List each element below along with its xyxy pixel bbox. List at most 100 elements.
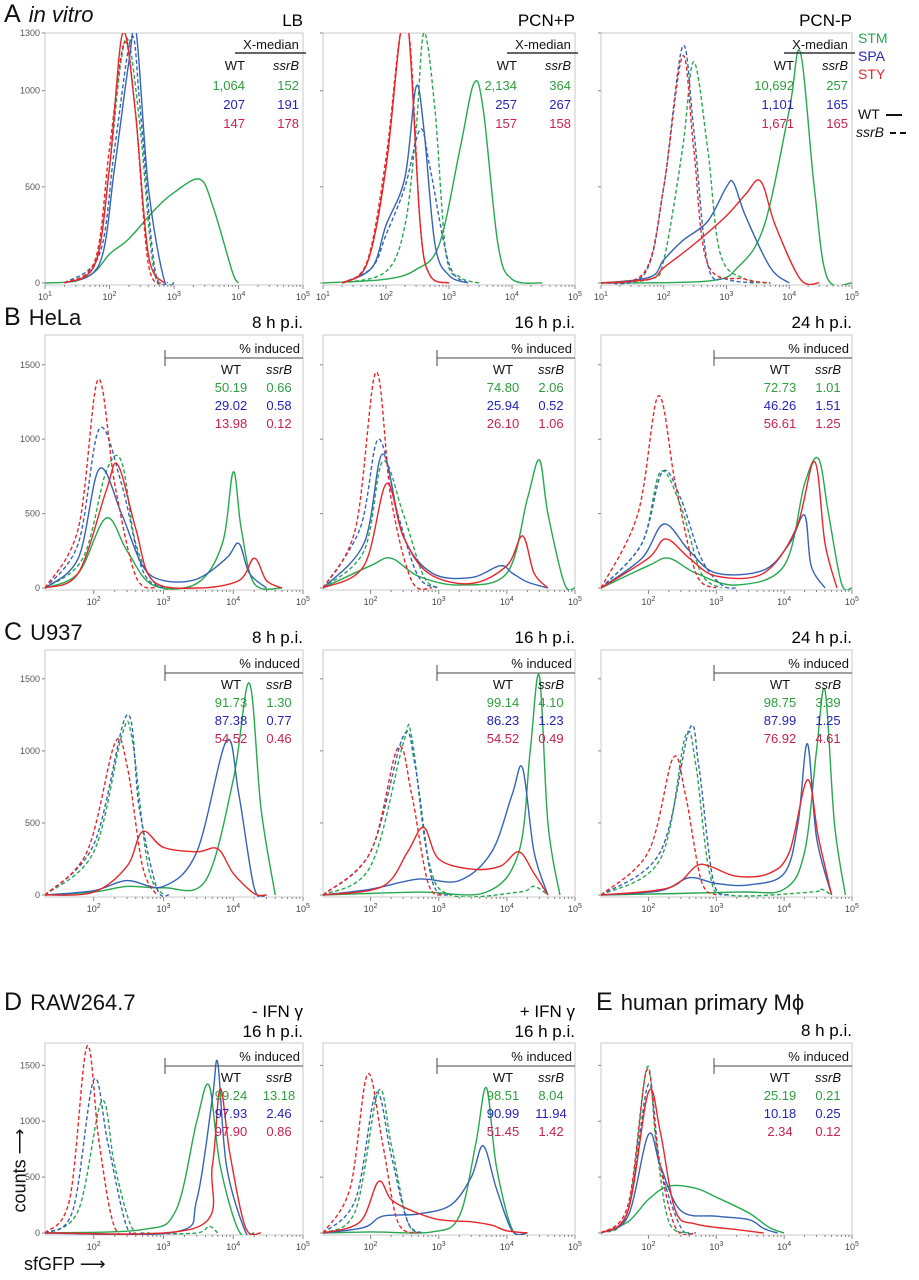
y-tick-label: 0: [35, 583, 40, 593]
table-header: X-median: [515, 37, 571, 52]
panel-a-2: 101 102 103 104 105 PCN+P X-median WT ssrB 2,134 3…: [316, 11, 582, 302]
value-wt: 147: [223, 116, 245, 131]
value-ssrb: 191: [277, 97, 299, 112]
histogram-spa-wt: [64, 33, 175, 285]
value-wt: 98.75: [764, 695, 797, 710]
x-tick-label: 105: [296, 291, 310, 302]
panel-b-1: 0 500 1000 1500 102 103 104 105 8 h p.i. % induce…: [20, 313, 310, 607]
legend-stm: STM: [858, 30, 888, 46]
x-tick-label: 101: [594, 291, 608, 302]
col-header-wt: WT: [221, 362, 241, 377]
histogram-stm-ssrb: [601, 470, 723, 589]
histogram-sty-wt: [323, 483, 549, 589]
y-tick-label: 1500: [20, 1060, 40, 1070]
col-header-ssrb: ssrB: [266, 362, 292, 377]
table-header: X-median: [243, 37, 299, 52]
col-header-wt: WT: [493, 677, 513, 692]
histogram-spa-wt: [341, 84, 469, 284]
col-header-wt: WT: [221, 677, 241, 692]
histogram-stm-wt: [45, 1083, 255, 1235]
value-wt: 87.38: [215, 713, 248, 728]
col-header-ssrb: ssrB: [538, 362, 564, 377]
value-ssrb: 1.30: [266, 695, 291, 710]
value-wt: 2,134: [484, 78, 517, 93]
panel-letter-e: E: [596, 988, 613, 1016]
series-group: [45, 33, 240, 285]
table-header: % induced: [239, 1049, 300, 1064]
col-header-ssrb: ssrB: [815, 677, 841, 692]
table-header: % induced: [788, 656, 849, 671]
panel-b-2: 102 103 104 105 16 h p.i. % induced WT ssrB 74.8…: [320, 313, 582, 607]
col-header-wt: WT: [770, 362, 790, 377]
value-ssrb: 1.23: [538, 713, 563, 728]
stats-table: % induced WT ssrB 98.75 3.39 87.99 1.25 76.92 4.…: [713, 656, 852, 746]
histogram-sty-ssrb: [323, 745, 445, 896]
histogram-sty-ssrb: [45, 1045, 136, 1235]
value-ssrb: 13.18: [263, 1088, 296, 1103]
col-header-wt: WT: [770, 1070, 790, 1085]
table-header: % induced: [511, 656, 572, 671]
x-tick-label: 105: [845, 596, 859, 607]
panel-c-3: 102 103 104 105 24 h p.i. % induced WT ssrB 98.7…: [598, 628, 859, 914]
histogram-sty-wt: [341, 33, 450, 284]
value-wt: 1,064: [212, 78, 245, 93]
condition-label: LB: [282, 11, 303, 30]
value-ssrb: 364: [549, 78, 571, 93]
histogram-spa-ssrb: [45, 426, 164, 589]
panel-d-2: 102 103 104 105 + IFN γ16 h p.i. % induced WT s…: [320, 1002, 582, 1252]
histogram-sty-ssrb: [323, 1073, 419, 1234]
y-tick-label: 1300: [20, 28, 40, 38]
legend-ssrb-label: ssrB: [856, 124, 884, 140]
histogram-sty-wt: [45, 462, 283, 589]
histogram-stm-wt: [601, 1184, 785, 1234]
value-ssrb: 1.01: [815, 380, 840, 395]
histogram-stm-wt: [601, 687, 847, 896]
value-wt: 26.10: [487, 416, 520, 431]
value-wt: 56.61: [764, 416, 797, 431]
value-wt: 98.51: [487, 1088, 520, 1103]
stats-table: % induced WT ssrB 99.24 13.18 97.93 2.46 97.90 0…: [164, 1049, 303, 1139]
histogram-sty-ssrb: [45, 378, 158, 589]
plot-frame: [322, 334, 576, 591]
histogram-stm-wt: [601, 456, 852, 590]
stats-table: % induced WT ssrB 98.51 8.04 90.99 11.94 51.45 1…: [436, 1049, 575, 1139]
row-c-title: C U937: [4, 618, 83, 647]
x-tick-label: 102: [641, 596, 655, 607]
value-ssrb: 0.66: [266, 380, 291, 395]
col-header-wt: WT: [493, 362, 513, 377]
value-ssrb: 0.52: [538, 398, 563, 413]
histogram-stm-ssrb: [45, 1099, 219, 1235]
histogram-sty-ssrb: [341, 33, 450, 284]
legend-wt: WT: [858, 106, 902, 122]
col-header-ssrb: ssrB: [545, 58, 571, 73]
value-wt: 207: [223, 97, 245, 112]
x-tick-label: 105: [568, 291, 582, 302]
value-wt: 51.45: [487, 1124, 520, 1139]
histogram-sty-wt: [45, 1088, 262, 1235]
y-axis-label-text: counts: [9, 1159, 30, 1213]
value-ssrb: 267: [549, 97, 571, 112]
value-wt: 99.14: [487, 695, 520, 710]
histogram-sty-ssrb: [63, 41, 165, 284]
value-wt: 10,692: [754, 78, 794, 93]
x-tick-label: 104: [777, 903, 791, 914]
histogram-stm-ssrb: [341, 33, 480, 284]
value-wt: 54.52: [215, 731, 248, 746]
x-tick-label: 103: [720, 291, 734, 302]
histogram-spa-wt: [323, 453, 549, 589]
x-tick-label: 105: [296, 1241, 310, 1252]
x-axis-label-text: sfGFP: [24, 1254, 75, 1274]
x-tick-label: 105: [568, 596, 582, 607]
histogram-stm-wt: [45, 471, 283, 590]
plot-frame: [44, 649, 304, 898]
histogram-spa-ssrb: [63, 35, 169, 285]
row-d-title: D RAW264.7: [4, 988, 136, 1017]
value-ssrb: 0.77: [266, 713, 291, 728]
condition-label: 24 h p.i.: [792, 313, 853, 332]
histogram-spa-ssrb: [601, 469, 737, 589]
panel-c-1: 0 500 1000 1500 102 103 104 105 8 h p.i. % induce…: [20, 628, 310, 914]
y-tick-label: 0: [35, 278, 40, 288]
x-tick-label: 103: [709, 1241, 723, 1252]
